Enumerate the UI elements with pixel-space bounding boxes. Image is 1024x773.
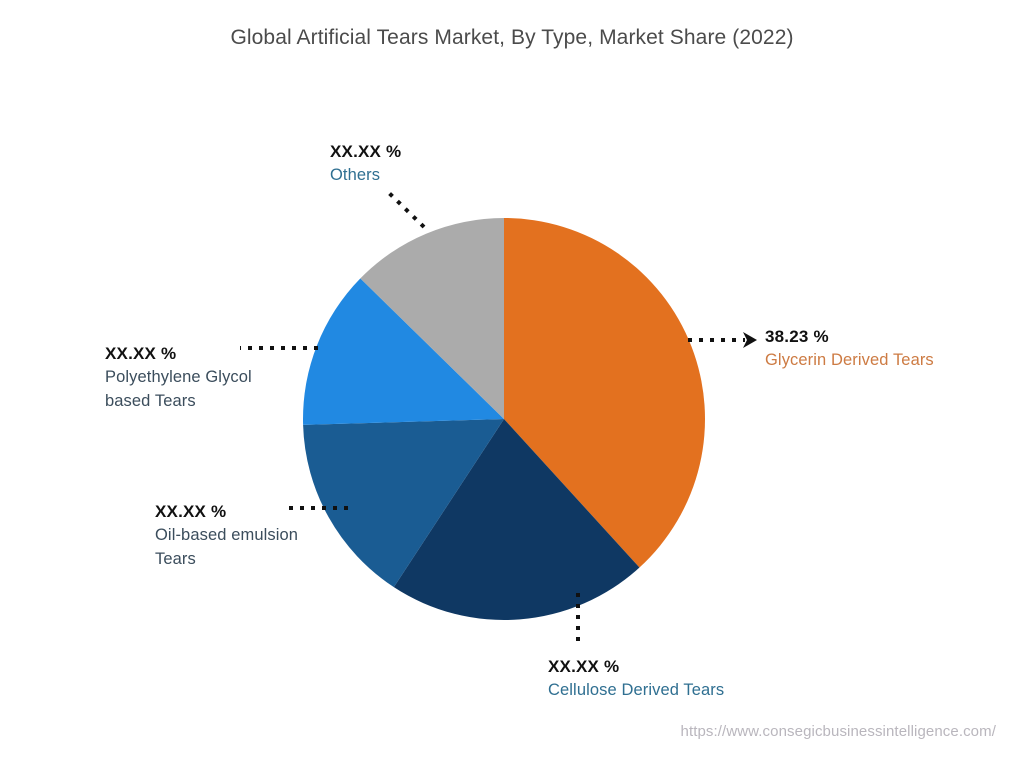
callout-glycerin-label: Glycerin Derived Tears [765,351,934,370]
pie-slices [303,217,706,621]
callout-cellulose: XX.XX % Cellulose Derived Tears [548,656,724,701]
pie-slice-cellulose-derived-tears[interactable] [393,419,640,621]
callout-cellulose-label: Cellulose Derived Tears [548,681,725,700]
callout-cellulose-percent: XX.XX % [548,657,620,676]
callout-glycerin-percent: 38.23 % [765,327,829,346]
callout-others-percent: XX.XX % [330,142,402,161]
callout-oil-label-line2: Tears [155,549,196,568]
source-url[interactable]: https://www.consegicbusinessintelligence… [680,723,996,740]
callout-oil-percent: XX.XX % [155,502,227,521]
pie-slice-polyethylene-glycol-based-tears[interactable] [303,278,504,425]
callout-glycerin: 38.23 % Glycerin Derived Tears [765,326,934,371]
callout-oil-based-emulsion: XX.XX % Oil-based emulsion Tears [155,501,365,570]
leader-arrowhead-glycerin [743,332,757,348]
leader-line-others [384,188,426,229]
callout-peg-percent: XX.XX % [105,344,177,363]
callout-peg-label-line1: Polyethylene Glycol [105,368,252,387]
callout-peg-label-line2: based Tears [105,391,196,410]
pie-slice-oil-based-emulsion-tears[interactable] [303,419,504,588]
callout-polyethylene-glycol: XX.XX % Polyethylene Glycol based Tears [105,343,335,412]
callout-oil-label-line1: Oil-based emulsion [155,526,299,545]
pie-slice-others[interactable] [360,218,504,419]
callout-others: XX.XX % Others [330,141,401,186]
leader-lines [240,188,745,648]
pie-slice-glycerin-derived-tears[interactable] [504,217,706,568]
page-title: Global Artificial Tears Market, By Type,… [230,26,794,49]
callout-others-label: Others [330,166,381,185]
